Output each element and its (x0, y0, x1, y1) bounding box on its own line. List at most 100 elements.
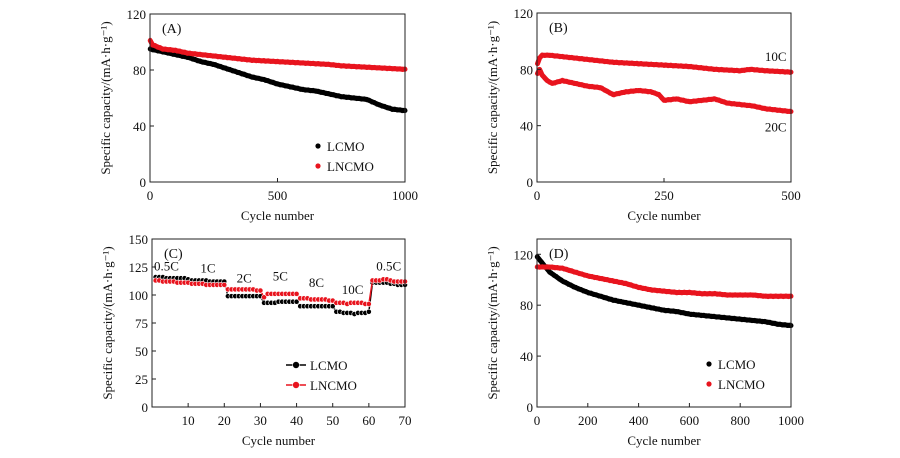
data-point (228, 54, 232, 59)
data-point (686, 65, 691, 70)
data-point (225, 56, 230, 61)
data-point (543, 266, 547, 270)
data-point (200, 53, 205, 58)
data-point (549, 270, 554, 275)
data-point (738, 292, 742, 296)
y-axis-label-c: Specific capacity/(mA·h·g⁻¹) (100, 246, 115, 399)
legend-label: LCMO (310, 358, 348, 373)
data-point (266, 78, 270, 82)
y-tick-label: 40 (520, 349, 533, 364)
y-tick-label: 80 (520, 62, 533, 77)
legend-marker (292, 361, 300, 369)
data-point (779, 293, 783, 298)
data-point (400, 109, 405, 114)
legend-label: LNCMO (310, 378, 357, 393)
data-point (755, 320, 759, 324)
data-point (633, 301, 638, 306)
data-point (751, 294, 755, 298)
data-point (639, 61, 643, 65)
x-tick-label: 250 (654, 188, 674, 203)
x-axis-label-c: Cycle number (242, 433, 316, 448)
data-point (624, 280, 628, 285)
data-point (727, 100, 731, 105)
data-point (655, 289, 660, 294)
data-point (387, 105, 392, 110)
data-point (364, 66, 369, 70)
data-point (540, 264, 545, 268)
data-point (153, 43, 157, 47)
data-point (540, 52, 544, 57)
data-point (552, 81, 557, 86)
data-point (308, 62, 313, 67)
data-point (352, 95, 356, 99)
data-point (283, 61, 287, 65)
annotation-label: 20C (765, 119, 787, 134)
x-tick-label: 0 (534, 188, 541, 203)
data-point (761, 295, 765, 299)
legend-item-lncmo: LNCMO (286, 378, 357, 393)
data-point (395, 68, 400, 72)
data-point (709, 66, 714, 70)
data-point (600, 275, 604, 280)
ticks-b: 0 250 500 0 40 80 120 (514, 6, 801, 203)
data-point (691, 66, 696, 70)
data-point (628, 300, 632, 305)
series-10c-b (535, 52, 794, 75)
data-point (745, 319, 749, 323)
data-point (390, 108, 395, 112)
ticks-c: 10 20 30 40 50 60 70 0 25 50 75 100 125 150 (129, 232, 412, 428)
data-point (311, 60, 316, 65)
data-point (753, 292, 758, 297)
x-tick-label: 600 (680, 413, 700, 428)
data-point (735, 103, 739, 107)
data-point (590, 273, 594, 278)
data-point (336, 93, 341, 97)
data-point (537, 57, 542, 61)
data-point (597, 59, 602, 64)
data-point (694, 313, 698, 318)
data-point (747, 68, 752, 73)
data-point (768, 106, 772, 111)
data-point (689, 100, 693, 105)
data-point (354, 65, 359, 70)
data-point (558, 55, 562, 60)
data-point (669, 291, 674, 295)
data-point (681, 65, 686, 69)
data-point (638, 87, 643, 92)
x-tick-label: 0 (534, 413, 541, 428)
data-point (190, 52, 195, 57)
panel-b: 0 250 500 0 40 80 120 (B) Cycle number Specifi… (485, 6, 801, 223)
data-point (743, 292, 748, 296)
y-tick-label: 150 (129, 232, 149, 247)
data-point (285, 83, 290, 88)
plot-frame-d (536, 238, 792, 408)
data-point (582, 58, 587, 62)
data-point (285, 59, 290, 63)
data-point (316, 61, 321, 65)
data-point (674, 98, 678, 102)
data-point (672, 289, 676, 294)
data-point (365, 301, 372, 307)
data-point (306, 60, 310, 65)
data-point (740, 103, 744, 108)
data-point (710, 292, 715, 297)
data-point (261, 294, 267, 301)
data-point (558, 267, 562, 271)
data-point (585, 83, 589, 87)
data-point (580, 82, 584, 86)
data-point (713, 290, 717, 295)
y-tick-label: 80 (520, 298, 533, 313)
data-point (657, 64, 661, 68)
data-point (398, 107, 402, 111)
data-point (198, 58, 202, 63)
data-point (296, 59, 300, 64)
x-tick-label: 10 (182, 413, 195, 428)
data-point (664, 290, 669, 295)
data-point (778, 70, 782, 75)
data-point (550, 52, 555, 57)
data-point (643, 88, 648, 93)
data-point (554, 274, 559, 278)
data-point (780, 68, 785, 73)
data-point (595, 57, 599, 62)
data-point (237, 70, 242, 74)
